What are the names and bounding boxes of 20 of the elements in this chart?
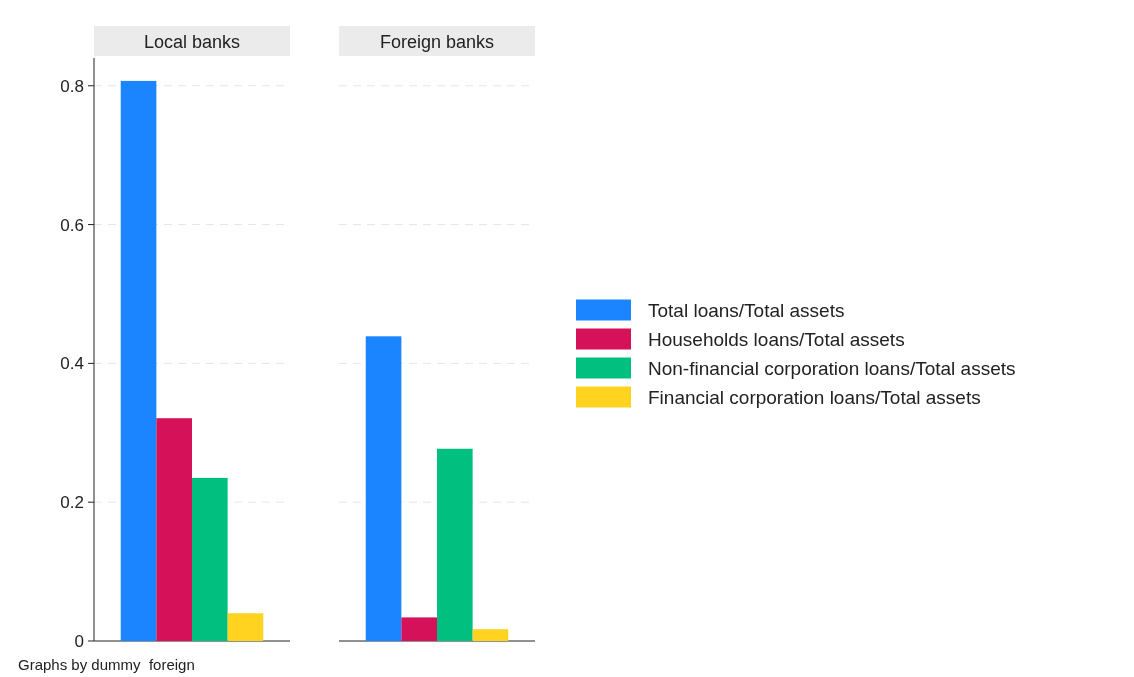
bar (401, 617, 437, 641)
legend-label: Financial corporation loans/Total assets (648, 386, 981, 408)
bar (120, 80, 157, 641)
bar (365, 336, 402, 641)
y-tick-label: 0 (74, 631, 84, 651)
y-tick-label: 0.2 (60, 493, 84, 513)
bar (156, 418, 192, 641)
y-tick-label: 0.8 (60, 76, 84, 96)
text: Graphs by dummy foreign (18, 656, 195, 673)
bar (227, 613, 264, 641)
legend-label: Households loans/Total assets (648, 328, 905, 350)
y-tick-label: 0.4 (60, 354, 84, 374)
y-tick-label: 0.6 (60, 215, 84, 235)
x-tick-label: Foreign banks (379, 32, 495, 52)
bar (192, 477, 228, 641)
x-tick-label: Local banks (143, 32, 241, 52)
bar (437, 448, 473, 641)
bar (472, 629, 509, 641)
legend-label: Total loans/Total assets (648, 299, 845, 321)
legend-label: Non-financial corporation loans/Total assets (648, 357, 1016, 379)
